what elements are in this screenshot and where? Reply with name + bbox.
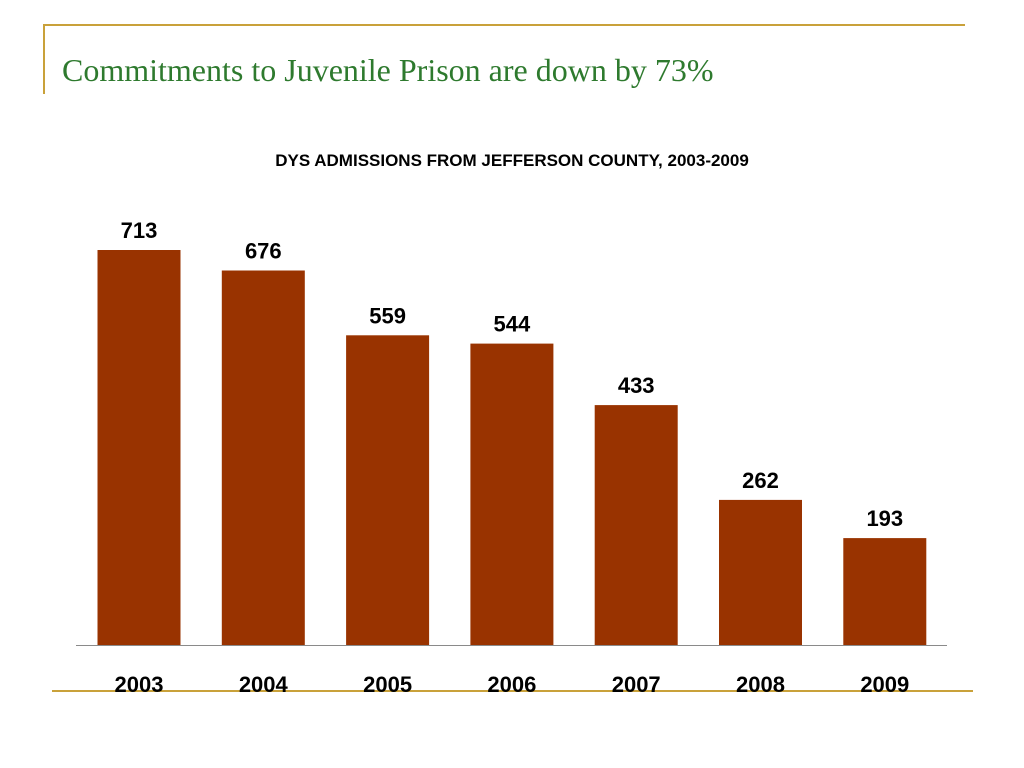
slide-title: Commitments to Juvenile Prison are down … — [62, 52, 714, 88]
accent-top-line — [43, 24, 965, 26]
x-tick-label-2009: 2009 — [860, 672, 909, 697]
bar-2003 — [97, 250, 181, 645]
x-tick-label-2008: 2008 — [736, 672, 785, 697]
data-label-2003: 713 — [121, 218, 158, 243]
data-label-2009: 193 — [866, 506, 903, 531]
data-label-2004: 676 — [245, 239, 282, 264]
accent-vertical-line — [43, 24, 45, 94]
x-tick-label-2004: 2004 — [239, 672, 289, 697]
data-label-2008: 262 — [742, 468, 779, 493]
chart-title: DYS ADMISSIONS FROM JEFFERSON COUNTY, 20… — [275, 151, 749, 170]
bar-2007 — [594, 405, 678, 645]
bar-2006 — [470, 343, 554, 645]
data-label-2007: 433 — [618, 373, 655, 398]
bar-2009 — [843, 538, 927, 645]
bar-2005 — [346, 335, 430, 645]
bar-2008 — [719, 499, 802, 645]
x-tick-label-2006: 2006 — [487, 672, 536, 697]
data-label-2006: 544 — [494, 312, 531, 337]
x-tick-label-2003: 2003 — [115, 672, 164, 697]
accent-bottom-line — [52, 690, 973, 692]
x-tick-label-2007: 2007 — [612, 672, 661, 697]
bar-2004 — [221, 270, 305, 645]
x-tick-label-2005: 2005 — [363, 672, 412, 697]
data-label-2005: 559 — [369, 303, 406, 328]
